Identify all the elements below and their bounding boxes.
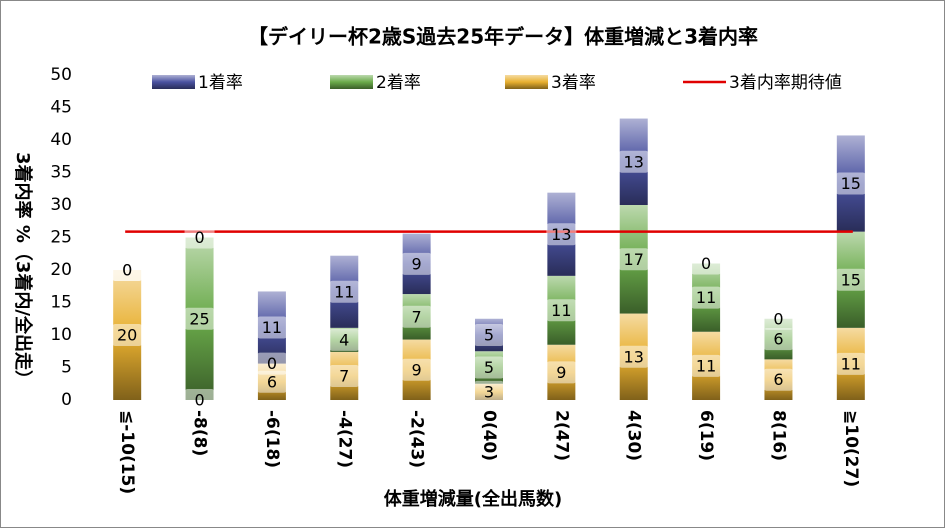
value-label: 5 xyxy=(484,358,494,377)
value-label-bg xyxy=(763,307,794,330)
value-label-bg xyxy=(256,316,287,339)
value-label: 0 xyxy=(122,261,132,280)
value-label-bg xyxy=(256,370,287,393)
legend-swatch xyxy=(505,75,548,89)
x-tick-label: -2(43) xyxy=(407,410,427,468)
y-tick-label: 15 xyxy=(50,293,72,313)
x-tick-label: ≧10(27) xyxy=(841,410,861,487)
value-label-bg xyxy=(691,286,722,309)
value-label-bg xyxy=(401,252,432,275)
x-tick-label: 4(30) xyxy=(624,410,644,461)
value-label: 9 xyxy=(412,254,422,273)
value-label-bg xyxy=(474,380,504,403)
value-label-bg xyxy=(184,226,215,249)
value-label: 13 xyxy=(551,225,571,244)
value-label-bg xyxy=(184,389,215,411)
legend-label: 3着率 xyxy=(551,73,596,93)
value-label: 4 xyxy=(339,330,349,349)
value-label: 0 xyxy=(194,391,204,410)
y-tick-label: 50 xyxy=(50,65,72,85)
value-label: 13 xyxy=(624,347,644,366)
value-label: 9 xyxy=(412,360,422,379)
x-tick-label: 0(40) xyxy=(479,410,499,461)
value-label-bg xyxy=(691,252,722,275)
value-label-bg xyxy=(835,172,866,195)
value-label-bg xyxy=(184,307,215,330)
value-label: 15 xyxy=(841,174,861,193)
value-label: 11 xyxy=(696,356,716,375)
value-label: 17 xyxy=(624,250,644,269)
x-axis-title: 体重増減量(全出馬数) xyxy=(384,488,562,510)
chart-title: 【デイリー杯2歳S過去25年データ】体重増減と3着内率 xyxy=(248,25,758,49)
value-label-bg xyxy=(618,248,649,271)
y-tick-label: 5 xyxy=(61,358,72,378)
y-tick-label: 40 xyxy=(50,130,72,150)
value-label: 7 xyxy=(412,307,422,326)
value-label-bg xyxy=(329,364,360,387)
value-label: 7 xyxy=(339,366,349,385)
x-tick-label: -6(18) xyxy=(262,410,282,468)
legend-swatch xyxy=(152,75,195,89)
x-tick-label: 2(47) xyxy=(551,410,571,461)
value-label-bg xyxy=(112,324,143,346)
value-label-bg xyxy=(546,223,577,246)
value-label-bg xyxy=(618,345,649,368)
value-label: 6 xyxy=(773,330,783,349)
value-label: 0 xyxy=(773,309,783,328)
value-label-bg xyxy=(691,354,722,377)
value-label-bg xyxy=(401,305,432,328)
x-tick-label: 8(16) xyxy=(768,410,788,461)
y-tick-label: 45 xyxy=(50,98,72,118)
value-label-bg xyxy=(112,259,143,281)
value-label-bg xyxy=(256,352,287,375)
legend-label: 3着内率期待値 xyxy=(729,73,842,93)
x-tick-label: -4(27) xyxy=(334,410,354,468)
value-label: 6 xyxy=(267,372,277,391)
value-label: 13 xyxy=(624,152,644,171)
legend-label: 1着率 xyxy=(198,73,243,93)
value-label-bg xyxy=(546,361,577,384)
value-label: 11 xyxy=(551,301,571,320)
value-label-bg xyxy=(401,358,432,381)
value-label: 5 xyxy=(484,326,494,345)
value-label-bg xyxy=(835,268,866,291)
x-tick-label: ≦-10(15) xyxy=(117,410,137,494)
value-label: 15 xyxy=(841,270,861,289)
value-label: 25 xyxy=(189,309,209,328)
x-tick-label: 6(19) xyxy=(696,410,716,461)
value-label: 9 xyxy=(556,363,566,382)
value-label: 11 xyxy=(262,318,282,337)
value-label-bg xyxy=(329,280,360,303)
value-label: 20 xyxy=(117,326,137,345)
value-label: 0 xyxy=(701,254,711,273)
value-label: 11 xyxy=(334,282,354,301)
value-label: 0 xyxy=(194,228,204,247)
value-label-bg xyxy=(763,328,794,351)
value-label-bg xyxy=(835,352,866,375)
y-tick-label: 25 xyxy=(50,228,72,248)
value-label-bg xyxy=(474,324,504,346)
legend-swatch xyxy=(330,75,373,89)
y-tick-label: 30 xyxy=(50,195,72,215)
y-axis-title: 3着内率 %（3着内/全出走） xyxy=(12,152,34,388)
value-label-bg xyxy=(546,299,577,322)
value-label-bg xyxy=(474,356,504,379)
x-tick-label: -8(8) xyxy=(190,410,210,456)
legend-label: 2着率 xyxy=(376,73,421,93)
value-label: 6 xyxy=(773,370,783,389)
y-tick-label: 35 xyxy=(50,163,72,183)
value-label: 3 xyxy=(484,382,494,401)
y-tick-label: 20 xyxy=(50,260,72,280)
value-label-bg xyxy=(618,150,649,173)
y-tick-label: 0 xyxy=(61,390,72,410)
y-tick-label: 10 xyxy=(50,325,72,345)
value-label-bg xyxy=(763,368,794,391)
value-label: 11 xyxy=(841,354,861,373)
value-label-bg xyxy=(329,328,360,351)
value-label: 11 xyxy=(696,288,716,307)
value-label: 0 xyxy=(267,354,277,373)
